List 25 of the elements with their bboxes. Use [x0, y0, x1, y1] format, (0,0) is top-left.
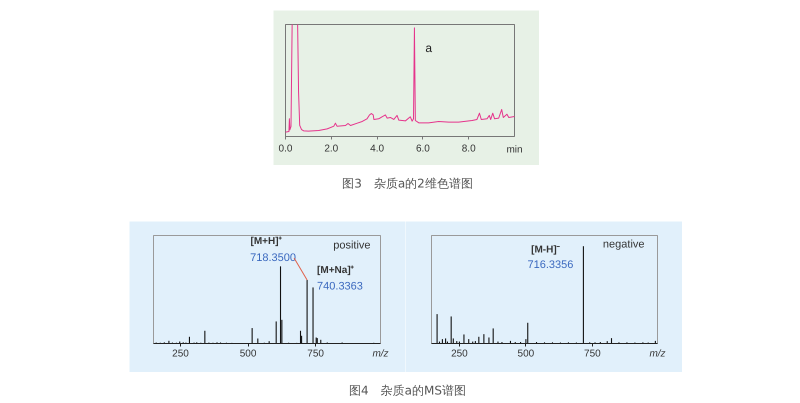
annotation: 718.3500: [250, 252, 296, 264]
x-tick-label: 4.0: [370, 144, 384, 154]
x-axis-title: min: [506, 144, 523, 156]
text: 图3 杂质a的2维色谱图: [342, 176, 473, 190]
text: positive: [333, 240, 370, 252]
x-tick-label: 500: [240, 348, 257, 360]
annotation: a: [425, 40, 432, 55]
x-axis-title: m/z: [372, 348, 389, 360]
x-tick-label: 750: [307, 348, 324, 360]
x-axis-title: m/z: [649, 348, 666, 360]
annotation: negative: [602, 238, 645, 250]
text: 图4 杂质a的MS谱图: [349, 384, 466, 398]
x-tick-label: 2.0: [324, 144, 339, 154]
annotation: 740.3363: [317, 280, 363, 292]
annotation: [M-H]⁻: [531, 244, 561, 256]
x-tick-label: 6.0: [416, 144, 430, 154]
x-tick-label: 8.0: [462, 144, 476, 154]
text: [M+H]⁺: [250, 236, 283, 247]
x-tick-label: 500: [518, 348, 535, 360]
x-tick-label: 250: [451, 348, 468, 360]
annotation: 716.3356: [527, 259, 574, 272]
annotation: [M+Na]⁺: [317, 264, 355, 276]
x-tick-label: 750: [584, 348, 602, 360]
x-tick-label: 250: [172, 348, 190, 360]
x-tick-label: 0.0: [278, 144, 293, 154]
